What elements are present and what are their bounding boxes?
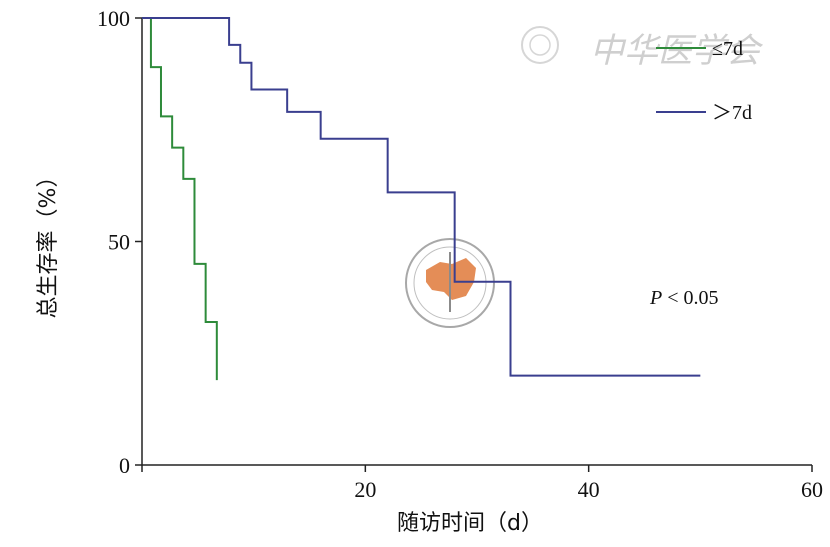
y-axis-title: 总生存率（%） [36, 166, 61, 319]
series-layer [142, 17, 701, 381]
x-axis-title: 随访时间（d） [397, 511, 543, 536]
series-line-1 [142, 17, 218, 381]
x-tick-label: 60 [801, 477, 823, 502]
p-symbol: P [649, 287, 662, 309]
watermark: 中华医学会 [521, 26, 764, 71]
x-tick-label: 20 [354, 477, 376, 502]
y-ticks: 0 50 100 [97, 6, 142, 478]
watermark-text: 中华医学会 [590, 31, 764, 71]
legend-label-1: ≤7d [712, 38, 743, 60]
y-tick-label: 0 [119, 453, 130, 478]
p-value-text: < 0.05 [662, 287, 718, 309]
legend: ≤7d ＞7d [656, 38, 752, 124]
axes: 0 50 100 20 40 60 [97, 6, 823, 502]
series-line-2 [142, 17, 701, 377]
y-tick-label: 50 [108, 230, 130, 255]
p-value-annotation: P < 0.05 [649, 287, 719, 309]
x-ticks: 20 40 60 [141, 465, 823, 502]
legend-label-2: ＞7d [712, 102, 752, 124]
association-seal [405, 238, 495, 328]
y-tick-label: 100 [97, 6, 130, 31]
x-tick-label: 40 [578, 477, 600, 502]
